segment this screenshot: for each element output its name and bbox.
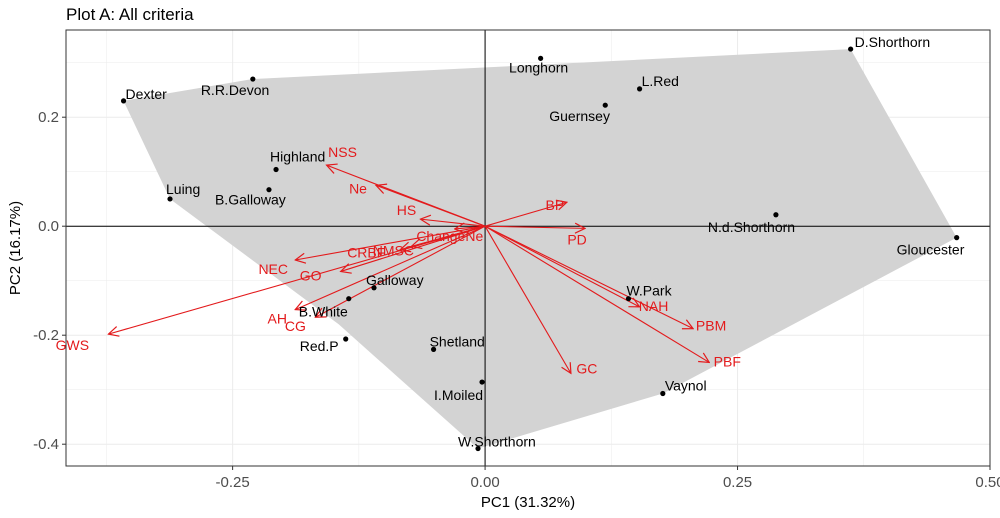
point-label-gloucester: Gloucester (897, 242, 965, 258)
vector-label-pbf: PBF (714, 353, 741, 369)
hull-layer (123, 49, 957, 449)
point-label-i-moiled: I.Moiled (434, 387, 483, 403)
y-tick-label: -0.4 (33, 436, 59, 453)
convex-hull (123, 49, 957, 449)
loading-vector-ah (295, 225, 486, 309)
loading-vector-pbm (484, 225, 693, 328)
vector-label-ah: AH (268, 311, 287, 327)
point-w-shorthorn (475, 445, 481, 452)
point-n-d-shorthorn (773, 212, 779, 218)
point-label-red-p: Red.P (300, 338, 339, 354)
loading-vector-ne (376, 185, 486, 227)
point-gloucester (954, 235, 960, 241)
vector-label-cg: CG (285, 318, 306, 334)
point-label-guernsey: Guernsey (549, 108, 610, 124)
point-label-n-d-shorthorn: N.d.Shorthorn (708, 219, 795, 235)
x-tick-label: 0.00 (470, 474, 499, 491)
point-highland (273, 166, 279, 173)
point-label-shetland: Shetland (430, 333, 485, 349)
vector-label-bp: BP (546, 197, 565, 213)
loading-vector-go (341, 225, 486, 271)
loading-vector-nah (484, 225, 640, 307)
point-luing (167, 196, 173, 202)
loading-vector-pbf (484, 225, 709, 362)
point-dexter (120, 98, 127, 104)
point-d-shorthorn (848, 46, 854, 52)
point-label-w-park: W.Park (626, 283, 672, 299)
vector-label-go: GO (300, 267, 322, 283)
point-label-highland: Highland (270, 149, 325, 165)
point-shetland (430, 346, 437, 352)
point-label-l-red: L.Red (642, 73, 679, 89)
point-label-r-r-devon: R.R.Devon (201, 82, 269, 98)
vector-label-gc: GC (576, 360, 597, 376)
chart-title: Plot A: All criteria (66, 5, 194, 24)
x-tick-label: -0.25 (216, 474, 250, 491)
point-guernsey (602, 102, 608, 108)
point-longhorn (538, 55, 544, 61)
x-tick-label: 0.50 (975, 474, 1000, 491)
y-tick-label: -0.2 (33, 327, 59, 344)
vector-label-nss: NSS (328, 144, 357, 160)
vector-label-pbm: PBM (696, 318, 726, 334)
point-w-park (625, 296, 632, 302)
point-label-b-galloway: B.Galloway (215, 192, 286, 208)
y-axis-title: PC2 (16.17%) (7, 201, 24, 295)
point-label-w-shorthorn: W.Shorthorn (458, 434, 536, 450)
loading-vector-gws (108, 225, 486, 334)
point-layer: D.Shorthorn Longhorn L.Red R.R.Devon Dexter G… (120, 34, 965, 452)
loading-vector-nec (295, 225, 486, 260)
y-tick-label: 0.0 (38, 218, 59, 235)
point-vaynol (660, 390, 666, 397)
panel-border (65, 29, 991, 467)
point-label-vaynol: Vaynol (665, 378, 707, 394)
point-r-r-devon (250, 76, 256, 82)
vector-label-nec: NEC (258, 261, 288, 277)
point-label-b-white: B.White (299, 304, 348, 320)
point-label-longhorn: Longhorn (509, 59, 568, 75)
vector-label-hs: HS (397, 202, 416, 218)
loading-vector-hs (420, 219, 486, 227)
vector-label-pd: PD (567, 231, 586, 247)
loading-vector-pd (485, 226, 585, 228)
point-i-moiled (479, 379, 485, 385)
point-red-p (343, 336, 349, 342)
vector-label-gws: GWS (56, 337, 89, 353)
y-tick-label: 0.2 (38, 109, 59, 126)
point-galloway (371, 285, 377, 291)
x-axis-title: PC1 (31.32%) (481, 494, 575, 511)
point-label-dexter: Dexter (126, 86, 168, 102)
point-b-galloway (266, 187, 272, 193)
point-label-galloway: Galloway (366, 272, 424, 288)
x-tick-label: 0.25 (723, 474, 752, 491)
loading-vector-bp (484, 202, 567, 227)
vector-layer: NSSNeBPHSChangeNePDNECNMSCCRBFGONAHPBMGW… (56, 144, 741, 376)
vector-label-ne: Ne (349, 180, 367, 196)
point-label-luing: Luing (166, 181, 200, 197)
loading-vector-gc (484, 225, 571, 373)
loading-vector-cg (315, 225, 486, 317)
point-label-d-shorthorn: D.Shorthorn (855, 34, 930, 50)
point-b-white (346, 296, 352, 302)
zero-axes-layer (66, 30, 990, 466)
vector-label-nah: NAH (639, 298, 669, 314)
vector-label-crbf: CRBF (347, 245, 385, 261)
point-l-red (636, 86, 643, 92)
tick-layer: -0.25 0.00 0.25 0.50 -0.4 -0.2 0.0 0.2 (33, 109, 1000, 491)
